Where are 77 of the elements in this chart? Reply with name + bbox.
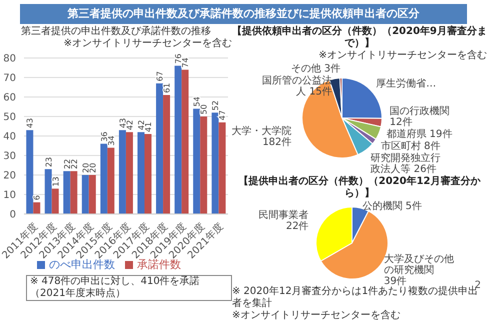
y-tick-label: 40 xyxy=(3,132,16,143)
bar xyxy=(156,83,164,214)
legend-label: のべ申出件数 xyxy=(49,258,115,271)
bar xyxy=(82,175,89,214)
bar xyxy=(63,171,70,214)
chart-title: 【提供申出者の区分（件数）（2020年12月審査分から）】 xyxy=(238,176,482,200)
bar xyxy=(174,66,182,214)
text: ※オンサイトリサーチセンターを含む xyxy=(318,50,487,62)
y-tick-label: 80 xyxy=(3,54,16,65)
data-label: 6 xyxy=(32,195,42,200)
y-tick-label: 10 xyxy=(3,190,16,202)
chart-title: 【提供依頼申出者の区分（件数）（2020年9月審査分まで）】 xyxy=(232,26,487,50)
data-label: 20 xyxy=(81,162,90,173)
bar xyxy=(44,169,52,214)
slice-label: 民間事業者 xyxy=(258,209,309,221)
data-label: 61 xyxy=(162,82,172,94)
chart-title: 第三者提供の申出件数及び承諾件数の推移並びに提供依頼申出者の区分 xyxy=(20,4,467,24)
y-tick-label: 70 xyxy=(3,73,16,84)
data-label: 43 xyxy=(26,118,35,128)
bar xyxy=(26,130,34,214)
data-label: 22 xyxy=(70,158,79,170)
bar xyxy=(118,130,126,214)
slice-label: 公的機関 5件 xyxy=(362,200,422,212)
bar xyxy=(126,132,133,214)
data-label: 52 xyxy=(211,100,220,111)
text: ※ 478件の申出に対し、410件を承諾（2021年度末時点） xyxy=(26,275,232,301)
y-tick-label: 0 xyxy=(10,210,16,221)
data-label: 22件 xyxy=(286,221,309,232)
data-label: 42 xyxy=(137,120,146,130)
data-label: 43 xyxy=(118,118,128,128)
bar xyxy=(144,134,152,214)
text: ※オンサイトリサーチセンターを含む xyxy=(62,38,232,50)
data-label: 74 xyxy=(181,58,190,68)
slice-label: その他 3件 xyxy=(291,62,341,75)
chart-subtitle: 第三者提供の申出件数及び承諾件数の推移 xyxy=(20,26,212,38)
bar xyxy=(107,148,114,214)
data-label: 36 xyxy=(100,132,109,142)
bar xyxy=(200,116,208,214)
data-label: 20 xyxy=(88,162,98,173)
bar xyxy=(212,112,219,214)
bar xyxy=(52,188,59,214)
data-label: 12件 xyxy=(390,117,412,128)
bar xyxy=(100,144,108,214)
text: ※オンサイトリサーチセンターを含む xyxy=(232,310,402,320)
data-label: 41 xyxy=(144,122,153,132)
bar xyxy=(163,95,170,214)
data-label: 47 xyxy=(218,110,228,120)
y-tick-label: 50 xyxy=(3,112,16,124)
y-tick-label: 60 xyxy=(3,92,16,104)
data-label: 39件 xyxy=(384,276,407,287)
data-label: 34 xyxy=(106,136,116,146)
data-label: 22 xyxy=(62,158,72,170)
slice-label: 厚生労働省… xyxy=(376,77,436,90)
slice-label: 国の行政機関 xyxy=(390,105,450,117)
data-label: 54 xyxy=(192,96,202,107)
data-label: 13 xyxy=(51,176,60,187)
legend-label: 承諾件数 xyxy=(137,258,181,271)
slice-label: 大学及びその他の研究機関 xyxy=(384,253,454,276)
slice-label: 都道府県 19件 xyxy=(386,128,452,140)
slice-label: 市区町村 8件 xyxy=(380,140,440,152)
data-label: 76 xyxy=(174,54,184,64)
y-tick-label: 20 xyxy=(3,170,16,182)
y-tick-label: 30 xyxy=(3,151,16,162)
bar xyxy=(218,122,226,214)
slice-label: 研究開発独立行政法人等 26件 xyxy=(370,152,441,175)
bar xyxy=(138,132,144,214)
bar xyxy=(33,202,40,214)
data-label: 23 xyxy=(44,156,54,168)
bar xyxy=(182,70,189,214)
bar xyxy=(88,175,96,214)
bar xyxy=(193,108,200,214)
slice-label: 大学・大学院 xyxy=(232,124,292,137)
data-label: 50 xyxy=(200,104,209,114)
bar xyxy=(70,171,78,214)
data-label: 42 xyxy=(125,120,134,130)
data-label: 182件 xyxy=(262,136,292,148)
data-label: 67 xyxy=(156,71,165,82)
